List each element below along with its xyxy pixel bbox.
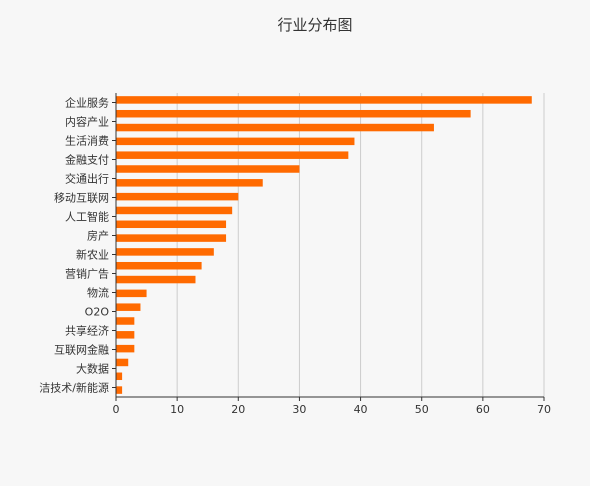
y-tick-label: 大数据	[76, 362, 109, 376]
chart-title: 行业分布图	[277, 16, 353, 34]
y-tick-label: 洁技术/新能源	[39, 381, 109, 395]
bar	[116, 358, 129, 367]
bar	[116, 151, 349, 159]
bar	[116, 372, 123, 381]
bar	[116, 96, 532, 104]
x-tick-label: 60	[476, 403, 490, 416]
bar	[116, 303, 141, 311]
y-tick-label: 移动互联网	[54, 192, 109, 205]
y-tick-label: 金融支付	[65, 153, 109, 167]
x-tick-label: 50	[415, 403, 429, 416]
gridlines	[176, 93, 545, 397]
x-tick-label: 70	[537, 403, 551, 416]
bar	[116, 289, 147, 298]
y-tick-label: 新农业	[76, 248, 109, 262]
bar	[116, 192, 239, 201]
y-tick-label: 交通出行	[65, 172, 109, 186]
x-tick-label: 30	[292, 403, 306, 416]
y-tick-label: 房产	[87, 229, 109, 243]
bar	[116, 220, 227, 229]
bar	[116, 275, 196, 284]
y-tick-label: 物流	[87, 286, 109, 300]
y-tick-label: 内容产业	[65, 115, 109, 129]
bar	[116, 248, 214, 256]
x-tick-label: 10	[170, 403, 184, 416]
bar	[116, 109, 471, 118]
axes: 0 10 20 30 40 50 60 70 企业服务内容产业生活消费金融支付交通出行移动互联网…	[39, 93, 551, 416]
bar	[116, 386, 123, 394]
bar	[116, 206, 233, 215]
bar	[116, 234, 227, 242]
y-tick-label: 企业服务	[65, 96, 109, 110]
bar	[116, 344, 135, 353]
bar	[116, 331, 135, 339]
y-tick-label: 人工智能	[65, 210, 109, 224]
x-tick-label: 0	[113, 403, 120, 416]
y-tick-label: 生活消费	[65, 134, 109, 148]
y-tick-label: 营销广告	[65, 267, 109, 281]
bar	[116, 123, 434, 132]
x-tick-label: 20	[231, 403, 245, 416]
y-tick-label: O2O	[85, 306, 110, 319]
bar	[116, 165, 300, 173]
bars	[116, 96, 532, 394]
y-tick-label: 互联网金融	[54, 343, 109, 357]
x-tick-label: 40	[354, 403, 368, 416]
bar	[116, 179, 263, 187]
bar	[116, 317, 135, 325]
y-tick-label: 共享经济	[65, 324, 109, 338]
bar	[116, 261, 202, 270]
bar	[116, 137, 355, 146]
